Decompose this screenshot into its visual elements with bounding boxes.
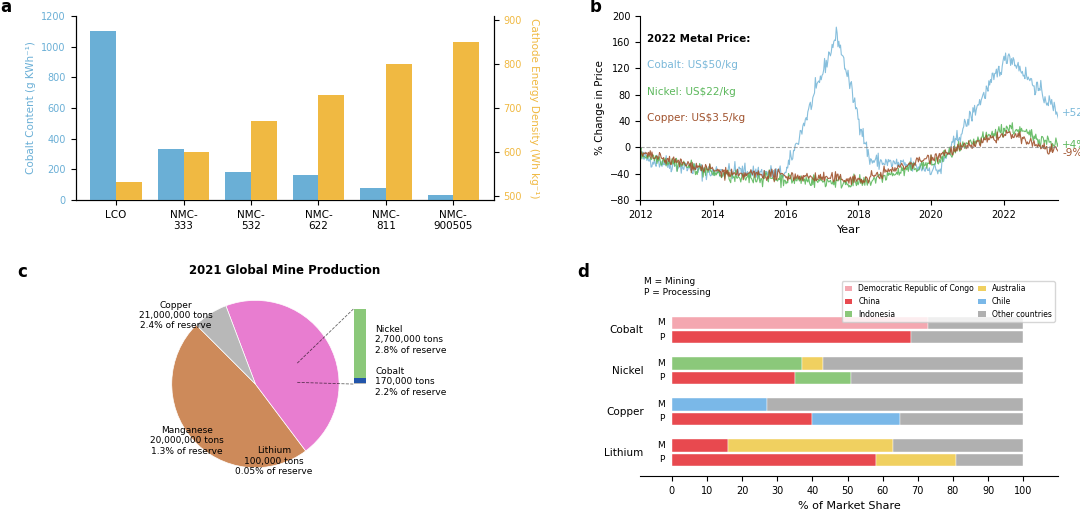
Bar: [361, 188, 386, 200]
Text: b: b: [590, 0, 602, 16]
Bar: [293, 175, 319, 200]
Text: P: P: [660, 333, 665, 342]
Bar: [672, 398, 767, 411]
Text: Copper
21,000,000 tons
2.4% of reserve: Copper 21,000,000 tons 2.4% of reserve: [139, 300, 213, 330]
Bar: [116, 183, 141, 415]
Bar: [957, 453, 1023, 466]
Bar: [158, 149, 184, 200]
Bar: [354, 383, 366, 384]
Bar: [901, 413, 1023, 425]
Bar: [801, 358, 823, 370]
Bar: [893, 439, 1023, 452]
Text: Copper: Copper: [606, 407, 644, 417]
Bar: [795, 372, 851, 384]
Bar: [184, 152, 210, 415]
Bar: [386, 64, 411, 415]
X-axis label: % of Market Share: % of Market Share: [798, 501, 901, 512]
Text: Nickel: US$22/kg: Nickel: US$22/kg: [648, 87, 737, 97]
Bar: [91, 31, 116, 200]
Bar: [672, 358, 801, 370]
Bar: [728, 439, 893, 452]
Text: M = Mining
P = Processing: M = Mining P = Processing: [645, 277, 712, 297]
Bar: [767, 398, 1023, 411]
Text: 2022 Metal Price:: 2022 Metal Price:: [648, 34, 751, 44]
Text: Nickel
2,700,000 tons
2.8% of reserve: Nickel 2,700,000 tons 2.8% of reserve: [375, 325, 446, 355]
Text: -9%: -9%: [1062, 148, 1080, 158]
Bar: [226, 171, 251, 200]
Text: +52%: +52%: [1062, 108, 1080, 118]
Wedge shape: [197, 306, 255, 384]
Text: Lithium: Lithium: [605, 448, 644, 458]
Y-axis label: Cathode Energy Density (Wh kg⁻¹): Cathode Energy Density (Wh kg⁻¹): [529, 17, 539, 198]
Text: Copper: US$3.5/kg: Copper: US$3.5/kg: [648, 113, 745, 123]
Bar: [454, 42, 478, 415]
Bar: [929, 316, 1023, 329]
Text: Cobalt
170,000 tons
2.2% of reserve: Cobalt 170,000 tons 2.2% of reserve: [375, 367, 446, 397]
Text: M: M: [657, 400, 665, 409]
Bar: [672, 331, 910, 343]
Bar: [319, 95, 345, 415]
X-axis label: Year: Year: [837, 225, 861, 235]
Text: P: P: [660, 373, 665, 382]
Y-axis label: Cobalt Content (g KWh⁻¹): Cobalt Content (g KWh⁻¹): [26, 41, 36, 175]
Text: Manganese
20,000,000 tons
1.3% of reserve: Manganese 20,000,000 tons 1.3% of reserv…: [150, 426, 224, 456]
Text: d: d: [578, 263, 590, 281]
Bar: [672, 439, 728, 452]
Bar: [251, 121, 276, 415]
Title: 2021 Global Mine Production: 2021 Global Mine Production: [189, 264, 380, 278]
Bar: [672, 453, 876, 466]
Text: Cobalt: Cobalt: [610, 325, 644, 335]
Text: +4%: +4%: [1062, 140, 1080, 150]
Bar: [910, 331, 1023, 343]
Bar: [354, 309, 366, 378]
Text: M: M: [657, 441, 665, 450]
Bar: [672, 316, 929, 329]
Bar: [851, 372, 1023, 384]
Text: P: P: [660, 455, 665, 464]
Text: c: c: [17, 263, 27, 281]
Legend: Democratic Republic of Congo, China, Indonesia, Australia, Chile, Other countrie: Democratic Republic of Congo, China, Ind…: [841, 281, 1054, 322]
Text: M: M: [657, 359, 665, 368]
Text: Lithium
100,000 tons
0.05% of reserve: Lithium 100,000 tons 0.05% of reserve: [235, 446, 312, 476]
Bar: [823, 358, 1023, 370]
Wedge shape: [226, 300, 339, 451]
Text: a: a: [0, 0, 12, 16]
Bar: [876, 453, 957, 466]
Bar: [812, 413, 901, 425]
Bar: [672, 372, 795, 384]
Bar: [672, 413, 812, 425]
Text: Cobalt: US$50/kg: Cobalt: US$50/kg: [648, 60, 739, 70]
Y-axis label: % Change in Price: % Change in Price: [594, 60, 605, 156]
Bar: [428, 195, 454, 200]
Text: M: M: [657, 318, 665, 327]
Bar: [354, 378, 366, 383]
Wedge shape: [172, 325, 306, 468]
Text: P: P: [660, 414, 665, 423]
Text: Nickel: Nickel: [612, 366, 644, 376]
